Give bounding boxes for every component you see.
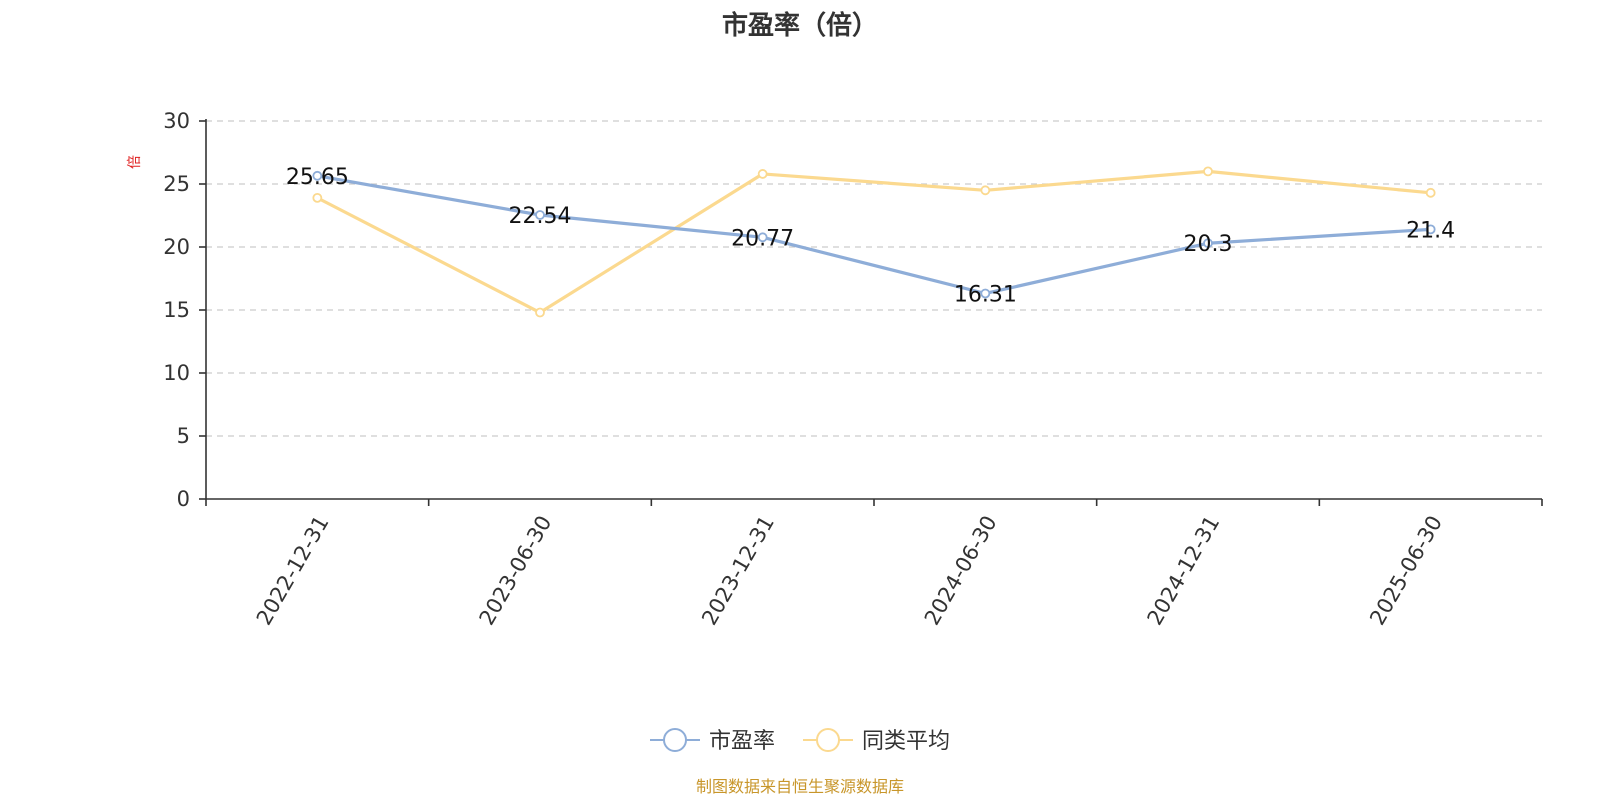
series-line-0 — [317, 174, 1431, 296]
y-tick-label: 15 — [163, 298, 190, 322]
x-tick-label: 2022-12-31 — [252, 512, 334, 630]
legend-item-0[interactable]: 市盈率 — [650, 728, 775, 754]
data-label: 20.77 — [731, 226, 794, 251]
legend[interactable]: 市盈率 同类平均 — [650, 728, 950, 754]
series-line-1 — [316, 169, 1431, 315]
series-0-point — [757, 232, 768, 243]
chart-title: 市盈率（倍） — [722, 10, 878, 41]
series-0-point — [980, 288, 991, 299]
legend-marker-icon — [663, 728, 687, 752]
series-1-point — [757, 169, 768, 179]
axes: 0 5 10 15 20 25 30 2022-12-31 2023-06-30 2023-12-… — [163, 109, 1543, 630]
series-1-point — [535, 307, 545, 318]
series-1-point — [312, 192, 323, 203]
series-0-point — [1425, 224, 1436, 235]
y-axis-label: 倍 — [127, 155, 143, 169]
legend-item-1[interactable]: 同类平均 — [803, 728, 950, 754]
series-1-point — [1425, 187, 1436, 198]
x-tick-label: 2024-06-30 — [920, 511, 1002, 629]
x-tick-label: 2024-12-31 — [1143, 512, 1225, 630]
series-layer — [312, 166, 1436, 318]
data-label: 22.54 — [509, 204, 572, 229]
data-label: 20.3 — [1184, 232, 1233, 257]
x-tick-label: 2023-12-31 — [697, 512, 779, 630]
grid-lines — [206, 120, 1542, 437]
legend-label: 市盈率 — [709, 729, 775, 754]
data-label: 25.65 — [286, 165, 349, 190]
legend-label: 同类平均 — [862, 729, 950, 754]
y-tick-label: 30 — [163, 109, 190, 133]
series-0-point — [312, 170, 323, 181]
data-labels: 25.65 22.54 20.77 16.31 20.3 21.4 — [286, 165, 1455, 308]
series-1-point — [980, 185, 991, 196]
y-tick-label: 20 — [163, 235, 190, 259]
legend-marker-icon — [816, 728, 840, 752]
data-label: 21.4 — [1406, 218, 1455, 243]
series-0-point — [1203, 238, 1213, 249]
x-tick-label: 2023-06-30 — [475, 512, 557, 630]
series-0-point — [535, 210, 545, 220]
source-note: 制图数据来自恒生聚源数据库 — [696, 777, 904, 796]
y-tick-label: 25 — [163, 172, 190, 196]
x-tick-label: 2025-06-30 — [1365, 512, 1447, 630]
data-label: 16.31 — [954, 282, 1017, 307]
y-tick-label: 5 — [177, 424, 190, 448]
y-tick-label: 10 — [163, 361, 190, 385]
y-tick-label: 0 — [177, 487, 190, 511]
series-1-point — [1203, 166, 1213, 177]
